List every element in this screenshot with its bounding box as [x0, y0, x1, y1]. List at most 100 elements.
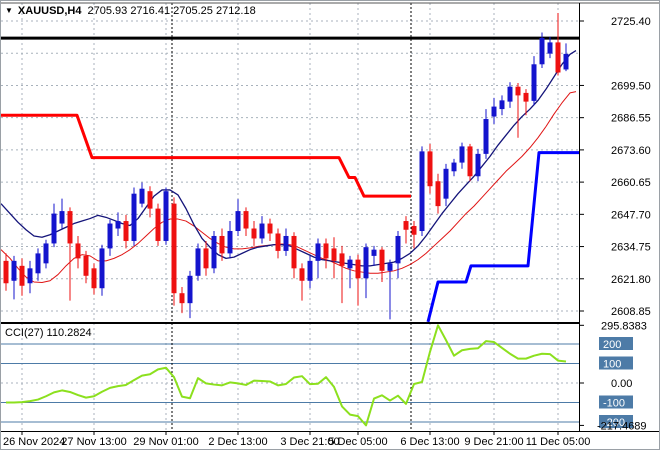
time-tick-label: 11 Dec 05:00: [526, 436, 591, 448]
candle-body: [235, 211, 241, 232]
time-tick-label: 3 Dec 21:00: [280, 436, 339, 448]
candle-body: [155, 208, 161, 241]
main-plot-area[interactable]: [1, 3, 579, 323]
cci-level-badge: [599, 395, 633, 409]
candle-body: [459, 146, 465, 163]
candle-body: [355, 259, 361, 279]
candle-body: [387, 263, 393, 271]
time-tick-label: 6 Dec 13:00: [400, 436, 459, 448]
candle-body: [331, 248, 337, 261]
candle-body: [395, 235, 401, 264]
candle-body: [51, 213, 57, 244]
candle-body: [67, 211, 73, 244]
price-tick-label: 2634.75: [611, 242, 651, 254]
candle-body: [499, 100, 505, 110]
candle-body: [467, 146, 473, 177]
time-tick-label: 5 Dec 05:00: [328, 436, 387, 448]
time-tick-label: 2 Dec 13:00: [208, 436, 267, 448]
candle-body: [219, 235, 225, 254]
candle-body: [147, 191, 153, 209]
candle-body: [547, 42, 553, 54]
time-tick-label: 26 Nov 2024: [3, 436, 65, 448]
price-tick-label: 2699.50: [611, 80, 651, 92]
candle-body: [227, 231, 233, 254]
ma-fast-line: [1, 50, 577, 267]
candle-body: [411, 226, 417, 235]
trailing-stop-bull-line: [426, 151, 579, 323]
candle-body: [299, 268, 305, 281]
price-tick-label: 2608.85: [611, 306, 651, 318]
time-tick-label: 29 Nov 01:00: [133, 436, 198, 448]
candle-body: [283, 235, 289, 251]
candle-body: [259, 223, 265, 239]
cci-plot-area[interactable]: [1, 325, 579, 430]
trailing-stop-bear-line: [1, 113, 411, 198]
candle-body: [35, 253, 41, 274]
candle-body: [555, 42, 561, 73]
cci-level-badge-label: 100: [603, 359, 621, 371]
candle-body: [451, 162, 457, 172]
price-tick-label: 2673.60: [611, 145, 651, 157]
cci-tick-label: -217.4689: [597, 420, 647, 432]
ohlc-values: 2705.93 2716.41 2705.25 2712.18: [87, 5, 256, 17]
candle-body: [307, 260, 313, 281]
candle-body: [347, 259, 353, 269]
cci-level-badge: [599, 337, 633, 350]
candle-body: [523, 92, 529, 102]
candle-body: [315, 243, 321, 261]
candle-body: [251, 228, 257, 239]
cci-indicator-line: [6, 324, 567, 427]
candle-body: [539, 37, 545, 65]
candle-body: [139, 188, 145, 204]
candle-body: [131, 193, 137, 241]
price-tick-label: 2647.70: [611, 209, 651, 221]
candle-body: [275, 233, 281, 251]
cci-level-badge-label: 200: [603, 339, 621, 351]
candle-body: [475, 153, 481, 177]
candle-body: [203, 248, 209, 269]
candle-body: [11, 260, 17, 281]
candle-body: [371, 249, 377, 256]
candle-body: [123, 221, 129, 241]
candle-body: [515, 86, 521, 96]
price-tick-label: 2621.80: [611, 274, 651, 286]
indicator-label: CCI(27) 110.2824: [5, 327, 92, 339]
ma-slow-line: [1, 91, 577, 284]
cci-level-badge: [599, 415, 633, 428]
candle-body: [483, 119, 489, 154]
price-tick-label: 2725.40: [611, 16, 651, 28]
candle-body: [323, 243, 329, 259]
candle-body: [491, 106, 497, 117]
candle-body: [291, 235, 297, 269]
time-axis-area[interactable]: [1, 431, 660, 450]
candle-body: [19, 265, 25, 286]
candle-body: [27, 268, 33, 284]
candle-body: [3, 260, 9, 284]
chart-title: ▼ XAUUSD,H4 2705.93 2716.41 2705.25 2712.1…: [5, 5, 256, 17]
candle-body: [187, 275, 193, 304]
price-axis-area[interactable]: [579, 3, 660, 431]
candle-body: [443, 168, 449, 199]
candle-body: [427, 151, 433, 187]
candle-body: [267, 223, 273, 234]
cci-level-badge: [599, 356, 633, 370]
candle-body: [211, 235, 217, 269]
candle-body: [563, 53, 569, 70]
candle-body: [531, 64, 537, 101]
candle-body: [83, 255, 89, 276]
candle-body: [99, 248, 105, 289]
symbol-timeframe-label: XAUUSD,H4: [17, 5, 82, 17]
candle-body: [379, 249, 385, 271]
candle-body: [171, 203, 177, 294]
cci-level-badge-label: -200: [603, 417, 625, 429]
time-tick-label: 9 Dec 21:00: [464, 436, 523, 448]
symbol-dropdown-icon[interactable]: ▼: [5, 6, 13, 15]
candle-body: [195, 248, 201, 276]
price-tick-label: 2686.55: [611, 113, 651, 125]
candle-body: [59, 211, 65, 224]
time-tick-label: 27 Nov 13:00: [61, 436, 126, 448]
cci-tick-label: 295.8383: [601, 320, 647, 332]
candle-body: [107, 223, 113, 249]
